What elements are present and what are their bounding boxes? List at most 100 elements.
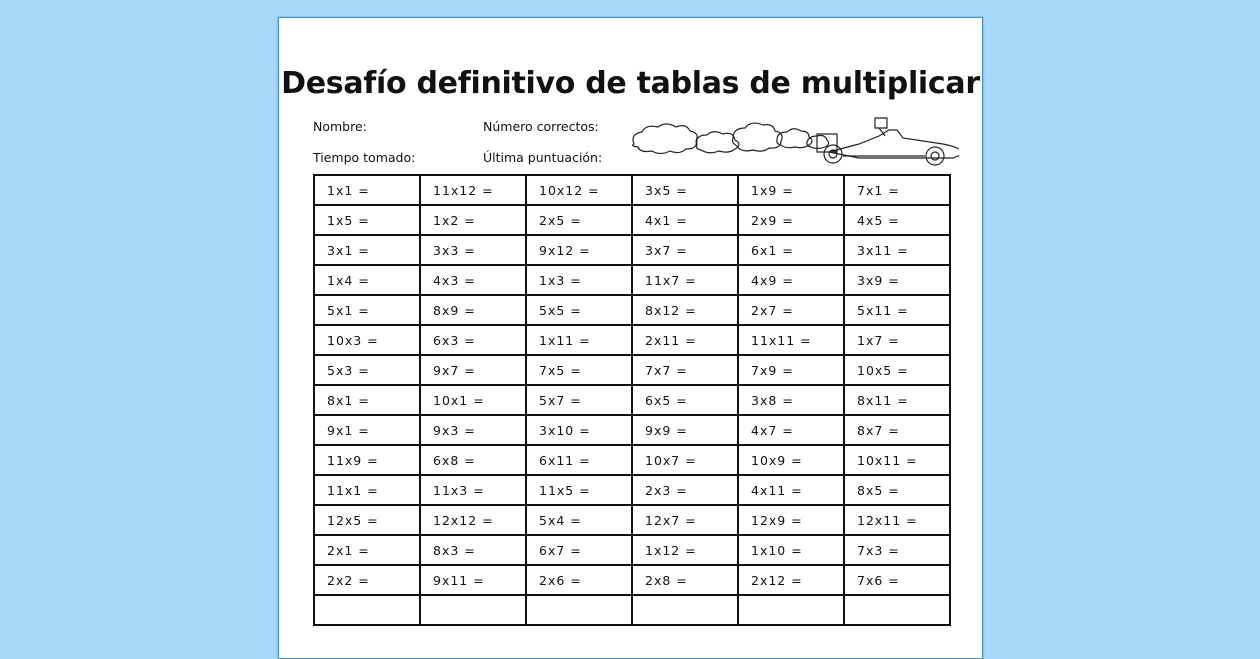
problem-cell[interactable]: 12x5 = [313, 504, 421, 536]
problem-cell[interactable]: 10x9 = [737, 444, 845, 476]
problem-cell[interactable]: 8x9 = [419, 294, 527, 326]
problem-cell[interactable]: 11x3 = [419, 474, 527, 506]
table-row: 5x3 = 9x7 = 7x5 = 7x7 = 7x9 = 10x5 = [313, 354, 951, 386]
correct-count-label: Número correctos: [483, 119, 599, 134]
problem-cell[interactable]: 4x11 = [737, 474, 845, 506]
problem-cell[interactable]: 8x7 = [843, 414, 951, 446]
problem-cell[interactable]: 1x7 = [843, 324, 951, 356]
problem-cell[interactable]: 5x4 = [525, 504, 633, 536]
problem-cell[interactable]: 10x11 = [843, 444, 951, 476]
problem-cell[interactable]: 2x11 = [631, 324, 739, 356]
problem-cell[interactable]: 5x1 = [313, 294, 421, 326]
problem-cell[interactable]: 6x3 = [419, 324, 527, 356]
problem-cell[interactable]: 2x12 = [737, 564, 845, 596]
problem-cell[interactable]: 3x7 = [631, 234, 739, 266]
problem-cell[interactable]: 7x5 = [525, 354, 633, 386]
problem-cell[interactable]: 5x3 = [313, 354, 421, 386]
problem-cell[interactable]: 11x11 = [737, 324, 845, 356]
problem-cell[interactable]: 2x8 = [631, 564, 739, 596]
problem-cell[interactable]: 4x9 = [737, 264, 845, 296]
problem-cell[interactable]: 3x9 = [843, 264, 951, 296]
problem-cell[interactable]: 8x1 = [313, 384, 421, 416]
problem-cell[interactable]: 7x3 = [843, 534, 951, 566]
problem-cell[interactable]: 9x7 = [419, 354, 527, 386]
problem-cell[interactable]: 6x11 = [525, 444, 633, 476]
problem-cell[interactable]: 1x4 = [313, 264, 421, 296]
problem-cell[interactable]: 2x1 = [313, 534, 421, 566]
problem-cell[interactable]: 8x5 = [843, 474, 951, 506]
problem-cell[interactable] [843, 594, 951, 626]
table-row: 3x1 = 3x3 = 9x12 = 3x7 = 6x1 = 3x11 = [313, 234, 951, 266]
problem-cell[interactable]: 9x1 = [313, 414, 421, 446]
problem-cell[interactable]: 10x12 = [525, 174, 633, 206]
problem-cell[interactable]: 11x5 = [525, 474, 633, 506]
problem-cell[interactable]: 11x9 = [313, 444, 421, 476]
problem-cell[interactable]: 7x1 = [843, 174, 951, 206]
problem-cell[interactable]: 2x7 = [737, 294, 845, 326]
problem-cell[interactable]: 6x8 = [419, 444, 527, 476]
problem-cell[interactable]: 10x1 = [419, 384, 527, 416]
problem-cell[interactable]: 6x5 = [631, 384, 739, 416]
problem-cell[interactable]: 6x7 = [525, 534, 633, 566]
problem-cell[interactable]: 12x12 = [419, 504, 527, 536]
problem-cell[interactable]: 3x11 = [843, 234, 951, 266]
problem-cell[interactable]: 5x5 = [525, 294, 633, 326]
problem-cell[interactable]: 3x3 = [419, 234, 527, 266]
problem-cell[interactable]: 7x7 = [631, 354, 739, 386]
problem-cell[interactable]: 4x7 = [737, 414, 845, 446]
problem-cell[interactable]: 3x8 = [737, 384, 845, 416]
problem-cell[interactable]: 5x11 = [843, 294, 951, 326]
problem-cell[interactable]: 6x1 = [737, 234, 845, 266]
problem-cell[interactable]: 9x3 = [419, 414, 527, 446]
problem-cell[interactable]: 1x9 = [737, 174, 845, 206]
problem-cell[interactable]: 5x7 = [525, 384, 633, 416]
problem-cell[interactable]: 1x10 = [737, 534, 845, 566]
problem-cell[interactable]: 11x7 = [631, 264, 739, 296]
problem-cell[interactable]: 1x1 = [313, 174, 421, 206]
problem-cell[interactable]: 3x10 = [525, 414, 633, 446]
name-field-label: Nombre: [313, 119, 367, 134]
problem-cell[interactable] [631, 594, 739, 626]
problem-cell[interactable]: 11x12 = [419, 174, 527, 206]
problem-cell[interactable] [419, 594, 527, 626]
problem-cell[interactable]: 8x3 = [419, 534, 527, 566]
problem-cell[interactable]: 2x3 = [631, 474, 739, 506]
problem-cell[interactable]: 4x5 = [843, 204, 951, 236]
problem-cell[interactable]: 4x3 = [419, 264, 527, 296]
problem-cell[interactable]: 9x11 = [419, 564, 527, 596]
problem-cell[interactable]: 11x1 = [313, 474, 421, 506]
problem-cell[interactable]: 2x5 = [525, 204, 633, 236]
problem-cell[interactable]: 4x1 = [631, 204, 739, 236]
problem-cell[interactable]: 10x7 = [631, 444, 739, 476]
problem-cell[interactable]: 2x9 = [737, 204, 845, 236]
problem-cell[interactable]: 1x2 = [419, 204, 527, 236]
problem-cell[interactable]: 10x5 = [843, 354, 951, 386]
problem-cell[interactable]: 9x9 = [631, 414, 739, 446]
table-row: 12x5 = 12x12 = 5x4 = 12x7 = 12x9 = 12x11 = [313, 504, 951, 536]
time-taken-label: Tiempo tomado: [313, 150, 416, 165]
problem-cell[interactable]: 12x11 = [843, 504, 951, 536]
problem-cell[interactable]: 2x2 = [313, 564, 421, 596]
problem-cell[interactable]: 2x6 = [525, 564, 633, 596]
problem-cell[interactable] [737, 594, 845, 626]
table-row: 11x1 = 11x3 = 11x5 = 2x3 = 4x11 = 8x5 = [313, 474, 951, 506]
problem-cell[interactable]: 12x9 = [737, 504, 845, 536]
problem-cell[interactable]: 8x12 = [631, 294, 739, 326]
problem-cell[interactable]: 9x12 = [525, 234, 633, 266]
problem-cell[interactable]: 7x9 = [737, 354, 845, 386]
problem-cell[interactable]: 10x3 = [313, 324, 421, 356]
problem-cell[interactable]: 1x12 = [631, 534, 739, 566]
problem-cell[interactable]: 3x5 = [631, 174, 739, 206]
table-row: 10x3 = 6x3 = 1x11 = 2x11 = 11x11 = 1x7 = [313, 324, 951, 356]
problem-cell[interactable] [525, 594, 633, 626]
problem-cell[interactable] [313, 594, 421, 626]
problem-cell[interactable]: 1x5 = [313, 204, 421, 236]
problem-cell[interactable]: 7x6 = [843, 564, 951, 596]
problem-cell[interactable]: 1x11 = [525, 324, 633, 356]
problem-cell[interactable]: 8x11 = [843, 384, 951, 416]
problem-cell[interactable]: 12x7 = [631, 504, 739, 536]
problem-cell[interactable]: 3x1 = [313, 234, 421, 266]
problem-cell[interactable]: 1x3 = [525, 264, 633, 296]
race-car-illustration [632, 117, 959, 166]
table-row: 9x1 = 9x3 = 3x10 = 9x9 = 4x7 = 8x7 = [313, 414, 951, 446]
